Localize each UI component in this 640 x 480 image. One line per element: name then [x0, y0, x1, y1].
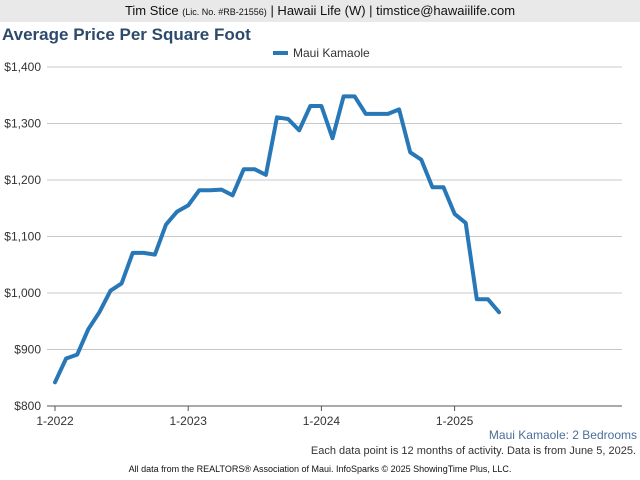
- data-note: Each data point is 12 months of activity…: [310, 445, 636, 457]
- grid-lines: [47, 66, 622, 407]
- x-tick-label: 1-2025: [436, 414, 474, 428]
- chart-subtitle: Maui Kamaole: 2 Bedrooms: [488, 428, 637, 442]
- y-tick-label: $1,200: [4, 173, 41, 187]
- y-axis: $800 $900 $1,000 $1,100 $1,200 $1,300 $1,400: [4, 60, 41, 413]
- x-axis: 1-2022 1-2023 1-2024 1-2025: [36, 405, 622, 428]
- y-tick-label: $1,100: [4, 230, 41, 244]
- x-tick-label: 1-2024: [303, 414, 341, 428]
- y-tick-label: $1,300: [4, 117, 41, 131]
- y-tick-label: $1,000: [4, 286, 41, 300]
- legend[interactable]: Maui Kamaole: [273, 46, 370, 60]
- agent-header-bar: Tim Stice (Lic. No. #RB-21556) | Hawaii …: [0, 0, 640, 22]
- y-tick-label: $900: [14, 343, 41, 357]
- y-tick-label: $1,400: [4, 60, 41, 74]
- agent-contact: | Hawaii Life (W) | timstice@hawaiilife.…: [270, 3, 516, 18]
- series-layer: [53, 94, 501, 385]
- footer-credit: All data from the REALTORS® Association …: [128, 464, 512, 474]
- y-tick-label: $800: [14, 399, 41, 413]
- x-tick-label: 1-2023: [170, 414, 208, 428]
- agent-name: Tim Stice: [124, 3, 179, 18]
- x-tick-label: 1-2022: [36, 414, 74, 428]
- license-number: (Lic. No. #RB-21556): [182, 7, 267, 17]
- series-line-maui-kamaole: [53, 94, 501, 385]
- chart-title: Average Price Per Square Foot: [2, 25, 251, 44]
- legend-label: Maui Kamaole: [293, 46, 370, 60]
